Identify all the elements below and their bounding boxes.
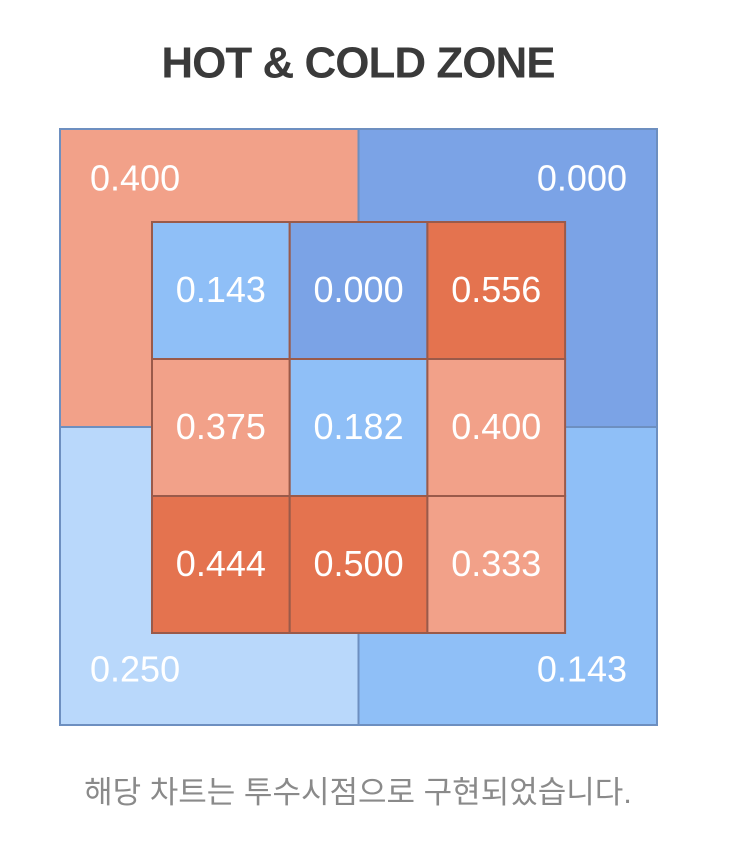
inner-zone-label: 0.182 [314,406,404,447]
outer-zone-label: 0.143 [537,649,627,690]
inner-zone-label: 0.500 [314,543,404,584]
inner-zone-label: 0.375 [176,406,266,447]
inner-zone [288,495,429,634]
inner-zone-label: 0.333 [451,543,541,584]
inner-zone-label: 0.400 [451,406,541,447]
outer-zone-label: 0.000 [537,158,627,199]
inner-zone-label: 0.000 [314,269,404,310]
outer-zone-label: 0.250 [90,649,180,690]
inner-zone-label: 0.444 [176,543,266,584]
inner-zone [426,495,567,634]
inner-zone-label: 0.143 [176,269,266,310]
inner-zone [426,358,567,497]
inner-zone [151,358,291,497]
inner-zone-label: 0.556 [451,269,541,310]
chart-title: HOT & COLD ZONE [161,39,554,88]
inner-zone [288,221,429,360]
outer-zone-label: 0.400 [90,158,180,199]
caption: 해당 차트는 투수시점으로 구현되었습니다. [84,775,632,810]
zones: 0.400 0.000 0.250 0.143 0.143 0.000 0.556 0.375… [59,128,658,726]
